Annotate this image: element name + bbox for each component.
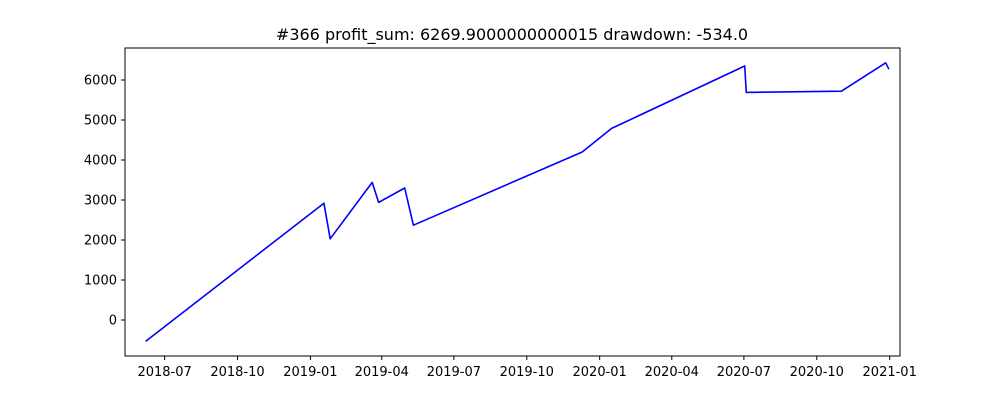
y-axis: 0 1000 2000 3000 4000 5000 6000 bbox=[84, 74, 125, 329]
y-tick-label: 5000 bbox=[84, 114, 117, 129]
x-tick-label: 2020-10 bbox=[790, 365, 844, 380]
x-tick-label: 2021-01 bbox=[863, 365, 917, 380]
x-tick-label: 2019-10 bbox=[500, 365, 554, 380]
x-tick-label: 2019-07 bbox=[427, 365, 481, 380]
x-tick-label: 2020-07 bbox=[717, 365, 771, 380]
y-tick-label: 6000 bbox=[84, 74, 117, 89]
chart-title: #366 profit_sum: 6269.9000000000015 draw… bbox=[276, 25, 748, 45]
y-tick-label: 1000 bbox=[84, 274, 117, 289]
x-tick-label: 2020-04 bbox=[645, 365, 699, 380]
x-tick-label: 2019-04 bbox=[355, 365, 409, 380]
x-axis: 2018-07 2018-10 2019-01 2019-04 2019-07 2019-… bbox=[137, 356, 917, 380]
plot-frame bbox=[124, 47, 901, 357]
x-tick-label: 2018-10 bbox=[210, 365, 264, 380]
y-tick-label: 3000 bbox=[84, 194, 117, 209]
y-tick-label: 2000 bbox=[84, 234, 117, 249]
y-tick-label: 0 bbox=[109, 314, 117, 329]
x-tick-label: 2020-01 bbox=[573, 365, 627, 380]
plot-area bbox=[124, 47, 901, 357]
series-layer bbox=[145, 61, 890, 343]
y-tick-label: 4000 bbox=[84, 154, 117, 169]
x-tick-label: 2018-07 bbox=[137, 365, 191, 380]
x-tick-label: 2019-01 bbox=[283, 365, 337, 380]
series-line-0 bbox=[145, 61, 890, 343]
